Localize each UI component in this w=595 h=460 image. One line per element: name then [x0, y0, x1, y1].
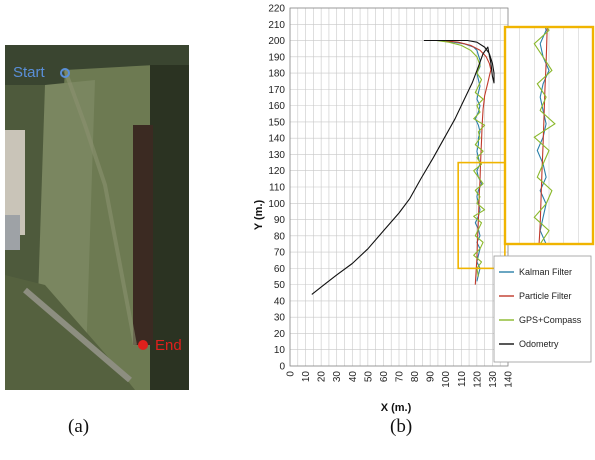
x-tick-label: 0: [286, 371, 297, 377]
x-tick-label: 110: [457, 371, 468, 387]
series-line-kalman-filter: [428, 39, 483, 282]
end-label: End: [155, 337, 182, 354]
y-tick-label: 80: [274, 231, 286, 242]
x-tick-label: 30: [332, 371, 343, 383]
x-tick-label: 40: [348, 371, 359, 383]
building: [5, 130, 25, 235]
y-tick-label: 150: [268, 117, 285, 128]
x-tick-label: 70: [395, 371, 406, 383]
x-tick-label: 50: [363, 371, 374, 383]
inset-series: [276, 17, 556, 257]
y-tick-label: 160: [268, 101, 285, 112]
series-line-gps-compass: [427, 39, 486, 277]
y-tick-label: 180: [268, 69, 285, 80]
y-tick-label: 120: [268, 166, 285, 177]
y-tick-label: 170: [268, 85, 285, 96]
legend: Kalman Filter Particle Filter GPS+Compass O…: [493, 255, 592, 363]
caption-b: (b): [390, 416, 413, 437]
chart-grid: [289, 7, 509, 367]
y-tick-label: 70: [274, 248, 286, 259]
y-tick-label: 10: [274, 345, 286, 356]
legend-label: Odometry: [519, 339, 559, 349]
y-tick-label: 40: [274, 296, 286, 307]
y-tick-label: 200: [268, 36, 285, 47]
axis-ticks: 0102030405060708090100110120130140150160…: [268, 4, 514, 388]
y-tick-label: 210: [268, 20, 285, 31]
y-tick-label: 90: [274, 215, 286, 226]
legend-label: GPS+Compass: [519, 315, 582, 325]
aerial-map-photo: Start End: [5, 45, 189, 390]
x-tick-label: 120: [472, 371, 483, 388]
footpath: [23, 287, 132, 383]
end-marker: [138, 340, 148, 350]
legend-label: Particle Filter: [519, 291, 572, 301]
y-tick-label: 50: [274, 280, 286, 291]
x-axis-title: X (m.): [381, 402, 412, 414]
x-tick-label: 20: [317, 371, 328, 383]
y-tick-label: 220: [268, 4, 285, 15]
x-tick-label: 140: [504, 371, 515, 388]
y-tick-label: 60: [274, 264, 286, 275]
y-tick-label: 0: [279, 362, 285, 373]
y-tick-label: 110: [269, 183, 285, 194]
y-tick-label: 30: [274, 313, 286, 324]
y-tick-label: 20: [274, 329, 286, 340]
y-axis-title: Y (m.): [253, 199, 265, 230]
legend-label: Kalman Filter: [519, 267, 572, 277]
x-tick-label: 90: [426, 371, 437, 383]
series-lines: [311, 39, 495, 295]
x-tick-label: 100: [441, 371, 452, 388]
caption-a: (a): [68, 416, 90, 437]
zoom-region-box: [457, 161, 506, 270]
y-tick-label: 100: [268, 199, 285, 210]
start-label: Start: [13, 64, 46, 81]
zoom-inset: [276, 17, 595, 270]
series-line-odometry: [311, 39, 495, 295]
inset-line-gps-compass: [533, 27, 556, 244]
inset-frame: [503, 25, 595, 246]
y-tick-label: 140: [268, 134, 285, 145]
building-roof: [5, 215, 20, 250]
inset-line-odometry: [276, 17, 458, 257]
y-tick-label: 130: [268, 150, 285, 161]
x-tick-label: 60: [379, 371, 390, 383]
start-marker: [60, 68, 70, 78]
y-tick-label: 190: [268, 52, 285, 63]
x-tick-label: 10: [301, 371, 312, 383]
x-tick-label: 130: [488, 371, 499, 388]
x-tick-label: 80: [410, 371, 421, 383]
